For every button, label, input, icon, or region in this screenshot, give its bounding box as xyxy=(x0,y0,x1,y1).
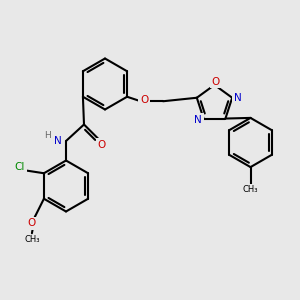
Text: O: O xyxy=(140,95,148,105)
Text: CH₃: CH₃ xyxy=(243,185,258,194)
Text: O: O xyxy=(28,218,36,228)
Text: N: N xyxy=(54,136,61,146)
Text: Cl: Cl xyxy=(15,162,25,172)
Text: N: N xyxy=(234,93,242,103)
Text: H: H xyxy=(44,131,51,140)
Text: O: O xyxy=(212,77,220,87)
Text: N: N xyxy=(194,115,202,125)
Text: CH₃: CH₃ xyxy=(24,236,40,244)
Text: O: O xyxy=(98,140,106,150)
